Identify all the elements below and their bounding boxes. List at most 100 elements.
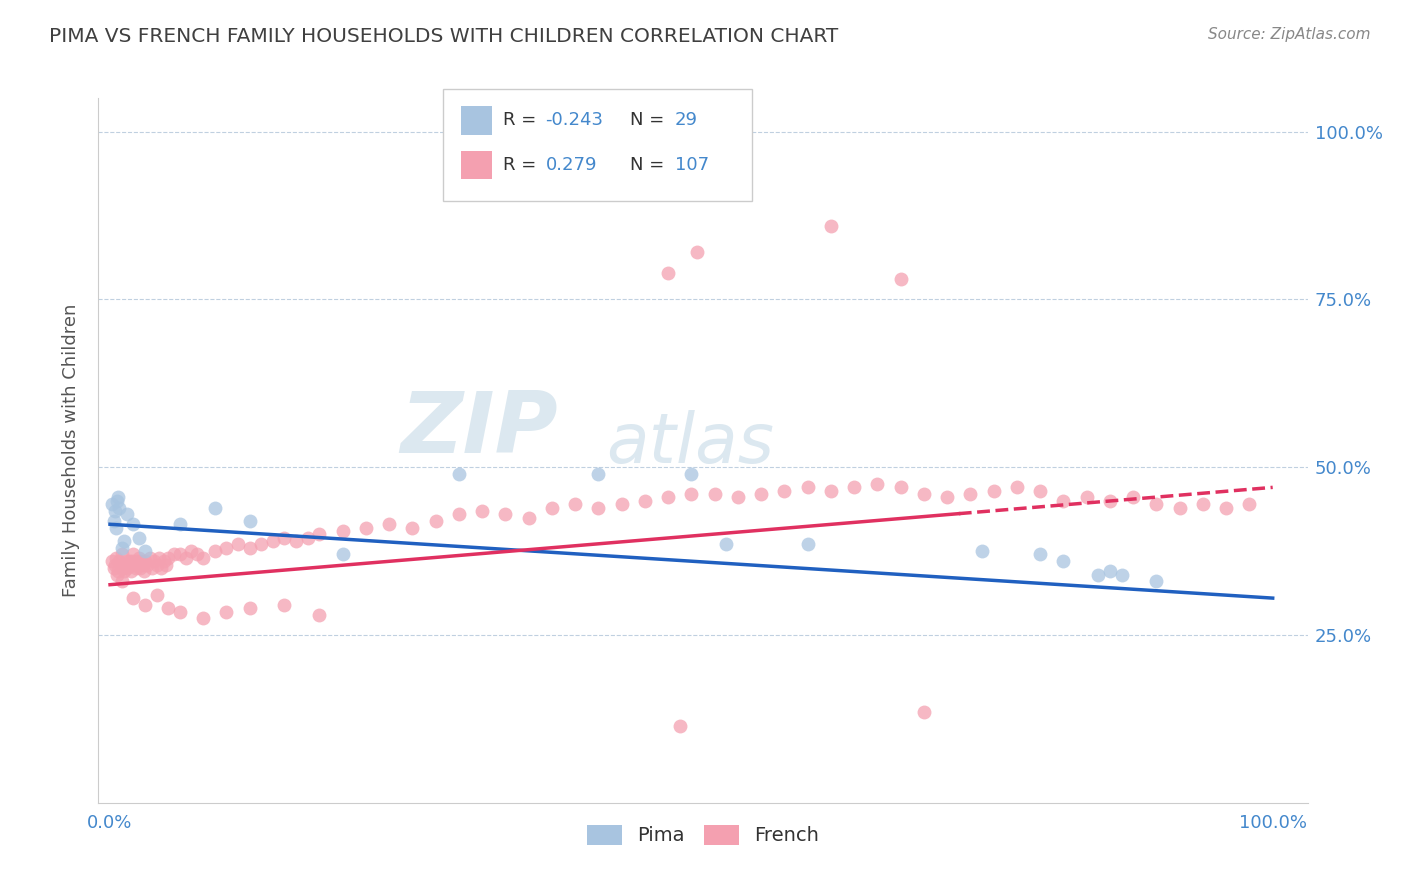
Point [134, 554, 156, 568]
Point [134, 598, 156, 612]
Point [110, 558, 132, 572]
Point [716, 537, 738, 551]
Point [124, 561, 146, 575]
Point [103, 561, 125, 575]
Point [111, 548, 134, 562]
Point [564, 497, 586, 511]
Point [152, 554, 174, 568]
Point [239, 601, 262, 615]
Point [124, 558, 146, 572]
Point [1122, 491, 1144, 505]
Point [127, 558, 149, 572]
Point [150, 561, 173, 575]
Point [668, 718, 690, 732]
Point [657, 266, 679, 280]
Point [111, 561, 134, 575]
Point [191, 611, 214, 625]
Point [681, 487, 703, 501]
Point [111, 541, 134, 555]
Point [471, 504, 494, 518]
Point [1076, 491, 1098, 505]
Point [285, 534, 308, 549]
Point [332, 524, 354, 538]
Point [1029, 483, 1052, 498]
Point [169, 605, 191, 619]
Point [155, 558, 177, 572]
Point [1168, 500, 1191, 515]
Point [143, 554, 166, 568]
Point [273, 531, 295, 545]
Text: N =: N = [630, 112, 669, 129]
Point [148, 550, 170, 565]
Point [378, 517, 401, 532]
Point [936, 491, 959, 505]
Point [332, 548, 354, 562]
Point [425, 514, 447, 528]
Point [820, 219, 842, 233]
Point [1192, 497, 1215, 511]
Point [104, 521, 127, 535]
Point [103, 514, 125, 528]
Point [912, 705, 935, 719]
Point [1005, 480, 1028, 494]
Point [540, 500, 562, 515]
Point [122, 517, 145, 532]
Point [727, 491, 749, 505]
Point [157, 601, 180, 615]
Point [204, 544, 226, 558]
Point [104, 550, 127, 565]
Point [517, 510, 540, 524]
Point [129, 561, 152, 575]
Point [117, 507, 139, 521]
Point [226, 537, 249, 551]
Legend: Pima, French: Pima, French [579, 817, 827, 853]
Text: R =: R = [503, 112, 543, 129]
Point [1111, 567, 1133, 582]
Point [122, 591, 145, 606]
Point [1052, 554, 1074, 568]
Point [970, 544, 993, 558]
Point [115, 554, 138, 568]
Point [239, 541, 262, 555]
Point [112, 564, 135, 578]
Point [239, 514, 262, 528]
Point [117, 561, 139, 575]
Point [163, 548, 186, 562]
Point [796, 537, 818, 551]
Point [983, 483, 1005, 498]
Point [686, 245, 709, 260]
Point [912, 487, 935, 501]
Point [844, 480, 866, 494]
Point [773, 483, 796, 498]
Point [1239, 497, 1261, 511]
Point [107, 491, 129, 505]
Point [447, 507, 470, 521]
Point [114, 558, 136, 572]
Point [354, 521, 377, 535]
Text: 107: 107 [675, 156, 709, 174]
Text: -0.243: -0.243 [546, 112, 603, 129]
Point [101, 497, 124, 511]
Text: 0.279: 0.279 [546, 156, 598, 174]
Point [145, 558, 167, 572]
Point [1052, 493, 1074, 508]
Point [108, 500, 131, 515]
Point [141, 561, 163, 575]
Point [145, 588, 167, 602]
Point [121, 554, 143, 568]
Point [657, 491, 679, 505]
Point [866, 477, 889, 491]
Point [308, 607, 330, 622]
Text: N =: N = [630, 156, 669, 174]
Point [215, 541, 238, 555]
Point [105, 493, 128, 508]
Point [111, 574, 134, 589]
Point [820, 483, 842, 498]
Point [108, 554, 131, 568]
Point [681, 467, 703, 481]
Point [262, 534, 284, 549]
Point [136, 558, 159, 572]
Point [128, 550, 150, 565]
Text: atlas: atlas [606, 410, 775, 477]
Point [118, 554, 141, 568]
